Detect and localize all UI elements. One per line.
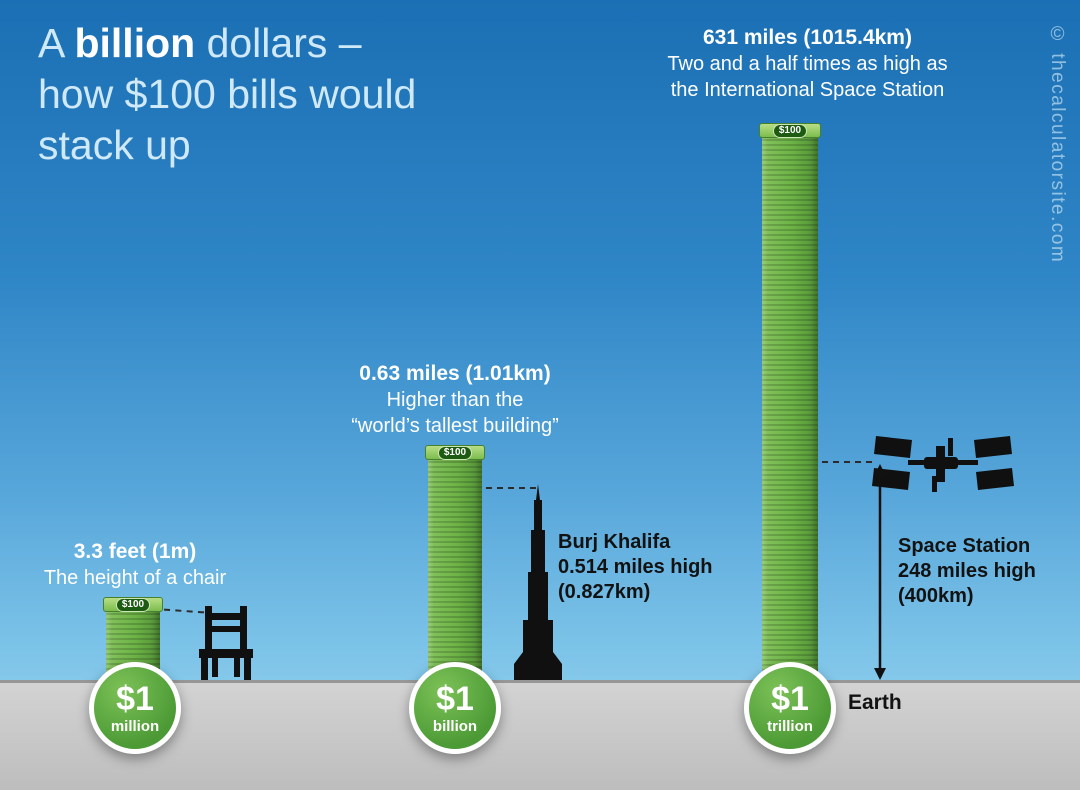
million-label: 3.3 feet (1m) The height of a chair [15, 538, 255, 591]
trillion-height-text: 631 miles (1015.4km) [703, 26, 912, 49]
trillion-badge: $1 trillion [744, 662, 836, 754]
station-name: Space Station [898, 535, 1031, 557]
chair-icon [199, 606, 253, 680]
trillion-stack-cap: $100 [759, 123, 821, 138]
million-amount: $1 [116, 679, 154, 718]
million-unit: million [110, 717, 160, 735]
million-height-text: 3.3 feet (1m) [73, 540, 197, 563]
billion-stack-cap: $100 [425, 445, 485, 460]
space-station-label: Space Station 248 miles high (400km) [898, 534, 1036, 609]
title-line-3: stack up [38, 121, 191, 168]
bill-100-badge: $100 [115, 597, 151, 612]
bill-100-badge: $100 [772, 123, 808, 138]
title-billion-bold: billion [74, 20, 196, 66]
burj-khalifa-icon [514, 484, 562, 680]
title-suffix: dollars – [195, 20, 362, 66]
trillion-desc-line-1: Two and a half times as high as [667, 53, 948, 75]
station-height-km: (400km) [898, 585, 974, 607]
station-height: 248 miles high [898, 560, 1036, 582]
million-desc-text: The height of a chair [43, 567, 227, 589]
trillion-label: 631 miles (1015.4km) Two and a half time… [645, 24, 970, 103]
million-badge: $1 million [89, 662, 181, 754]
billion-desc-line-1: Higher than the [386, 389, 524, 411]
burj-khalifa-label: Burj Khalifa 0.514 miles high (0.827km) [558, 530, 713, 605]
station-height-arrow [874, 464, 886, 680]
trillion-desc-line-2: the International Space Station [670, 79, 945, 101]
trillion-dashed-line [822, 461, 872, 463]
earth-label: Earth [848, 691, 902, 714]
title-line-1: A billion dollars – [38, 18, 416, 69]
watermark: © thecalculatorsite.com [1047, 24, 1068, 264]
trillion-unit: trillion [767, 717, 813, 735]
billion-label: 0.63 miles (1.01km) Higher than the “wor… [330, 360, 580, 439]
bill-100-badge: $100 [437, 445, 473, 460]
billion-amount: $1 [436, 679, 474, 718]
burj-height-km: (0.827km) [558, 581, 651, 603]
trillion-amount: $1 [771, 679, 809, 718]
million-stack-cap: $100 [103, 597, 163, 612]
billion-dashed-line [486, 487, 536, 489]
title-line-2: how $100 bills would [38, 70, 417, 117]
burj-height: 0.514 miles high [558, 556, 713, 578]
billion-desc-line-2: “world’s tallest building” [351, 415, 559, 437]
billion-height-text: 0.63 miles (1.01km) [359, 362, 551, 385]
burj-name: Burj Khalifa [558, 531, 671, 553]
billion-badge: $1 billion [409, 662, 501, 754]
billion-unit: billion [432, 717, 478, 735]
space-station-icon [872, 436, 1014, 492]
trillion-bill-stack: $100 [759, 123, 821, 680]
page-title: A billion dollars – how $100 bills would… [38, 18, 416, 170]
title-prefix: A [38, 20, 75, 66]
billion-bill-stack: $100 [425, 445, 485, 680]
